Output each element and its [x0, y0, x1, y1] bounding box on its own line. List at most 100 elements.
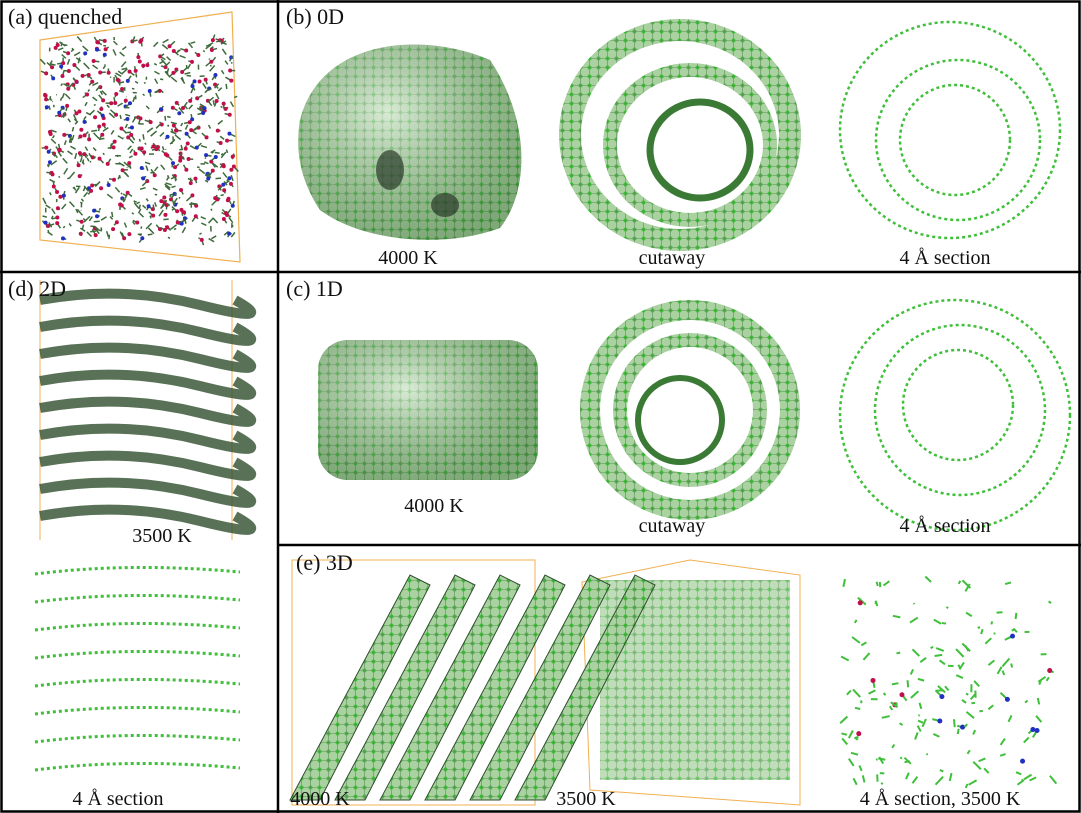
- atom: [122, 47, 126, 50]
- atom: [219, 141, 223, 145]
- atom: [1003, 671, 1005, 675]
- atom: [189, 181, 193, 185]
- atom: [110, 77, 111, 78]
- atom: [959, 581, 960, 584]
- atom: [194, 214, 198, 218]
- atom: [156, 124, 160, 128]
- atom: [52, 130, 57, 132]
- atom: [847, 691, 851, 695]
- atom: [101, 217, 107, 220]
- atom: [62, 194, 66, 198]
- atom: [146, 199, 148, 202]
- atom: [234, 96, 237, 97]
- atom: [222, 102, 226, 106]
- atom: [65, 104, 69, 108]
- atom: [184, 147, 188, 151]
- atom: [53, 135, 55, 138]
- atom: [40, 456, 251, 476]
- atom: [92, 209, 96, 213]
- atom: [1021, 780, 1023, 781]
- atom: [67, 178, 70, 179]
- atom: [120, 115, 121, 119]
- atom: [229, 79, 233, 83]
- atom: [173, 165, 177, 169]
- atom: [189, 128, 193, 132]
- atom: [222, 188, 226, 192]
- atom: [119, 126, 123, 130]
- atom: [129, 156, 132, 158]
- atom: [62, 133, 66, 137]
- atom: [215, 99, 219, 103]
- atom: [128, 70, 132, 74]
- atom: [181, 106, 185, 110]
- atom: [85, 147, 87, 151]
- atom: [49, 106, 50, 110]
- atom: [142, 150, 146, 154]
- atom: [99, 208, 100, 210]
- atom: [1002, 659, 1009, 667]
- atom: [78, 151, 82, 155]
- atom: [958, 729, 959, 734]
- atom: [920, 658, 926, 662]
- atom: [51, 76, 55, 80]
- atom: [940, 770, 944, 771]
- atom: [984, 768, 989, 773]
- atom: [934, 620, 941, 624]
- atom: [50, 98, 51, 101]
- atom: [988, 660, 994, 665]
- atom: [184, 49, 188, 53]
- atom: [231, 175, 233, 180]
- atom: [81, 74, 85, 78]
- atom: [126, 191, 130, 195]
- atom: [139, 38, 143, 42]
- atom: [876, 759, 877, 760]
- atom: [155, 79, 158, 84]
- atom: [168, 125, 169, 126]
- atom: [191, 88, 193, 93]
- panel-label: (e) 3D: [296, 550, 353, 575]
- atom: [849, 759, 854, 766]
- atom: [88, 89, 89, 91]
- atom: [79, 232, 83, 236]
- atom: [40, 59, 45, 64]
- atom: [72, 135, 74, 140]
- atom: [112, 212, 113, 217]
- atom: [923, 719, 926, 727]
- atom: [94, 133, 99, 139]
- atom: [221, 106, 223, 107]
- atom: [99, 107, 103, 111]
- atom: [129, 194, 132, 196]
- atom: [91, 130, 97, 131]
- atom: [855, 620, 857, 623]
- atom: [852, 637, 860, 643]
- atom: [196, 53, 200, 57]
- atom: [85, 102, 87, 106]
- atom: [231, 155, 235, 159]
- atom: [206, 45, 207, 46]
- atom: [60, 74, 64, 78]
- atom: [188, 99, 192, 103]
- atom: [965, 646, 968, 651]
- atom: [1001, 739, 1005, 745]
- atom: [211, 236, 216, 239]
- atom: [66, 87, 70, 91]
- atom: [1050, 776, 1056, 784]
- atom: [143, 134, 144, 139]
- atom: [82, 152, 86, 156]
- atom: [918, 721, 923, 723]
- atom: [209, 239, 214, 242]
- atom: [1000, 754, 1005, 756]
- atom: [45, 105, 49, 109]
- atom: [162, 45, 168, 49]
- atom: [162, 196, 166, 200]
- atom: [161, 54, 164, 56]
- atom: [863, 775, 865, 782]
- atom: [1047, 668, 1052, 673]
- atom: [151, 131, 157, 136]
- atom: [882, 716, 890, 718]
- atom: [125, 117, 129, 121]
- atom: [135, 220, 139, 224]
- atom: [155, 167, 158, 171]
- atom: [1024, 775, 1032, 780]
- caption: 4 Å section, 3500 K: [860, 788, 1021, 810]
